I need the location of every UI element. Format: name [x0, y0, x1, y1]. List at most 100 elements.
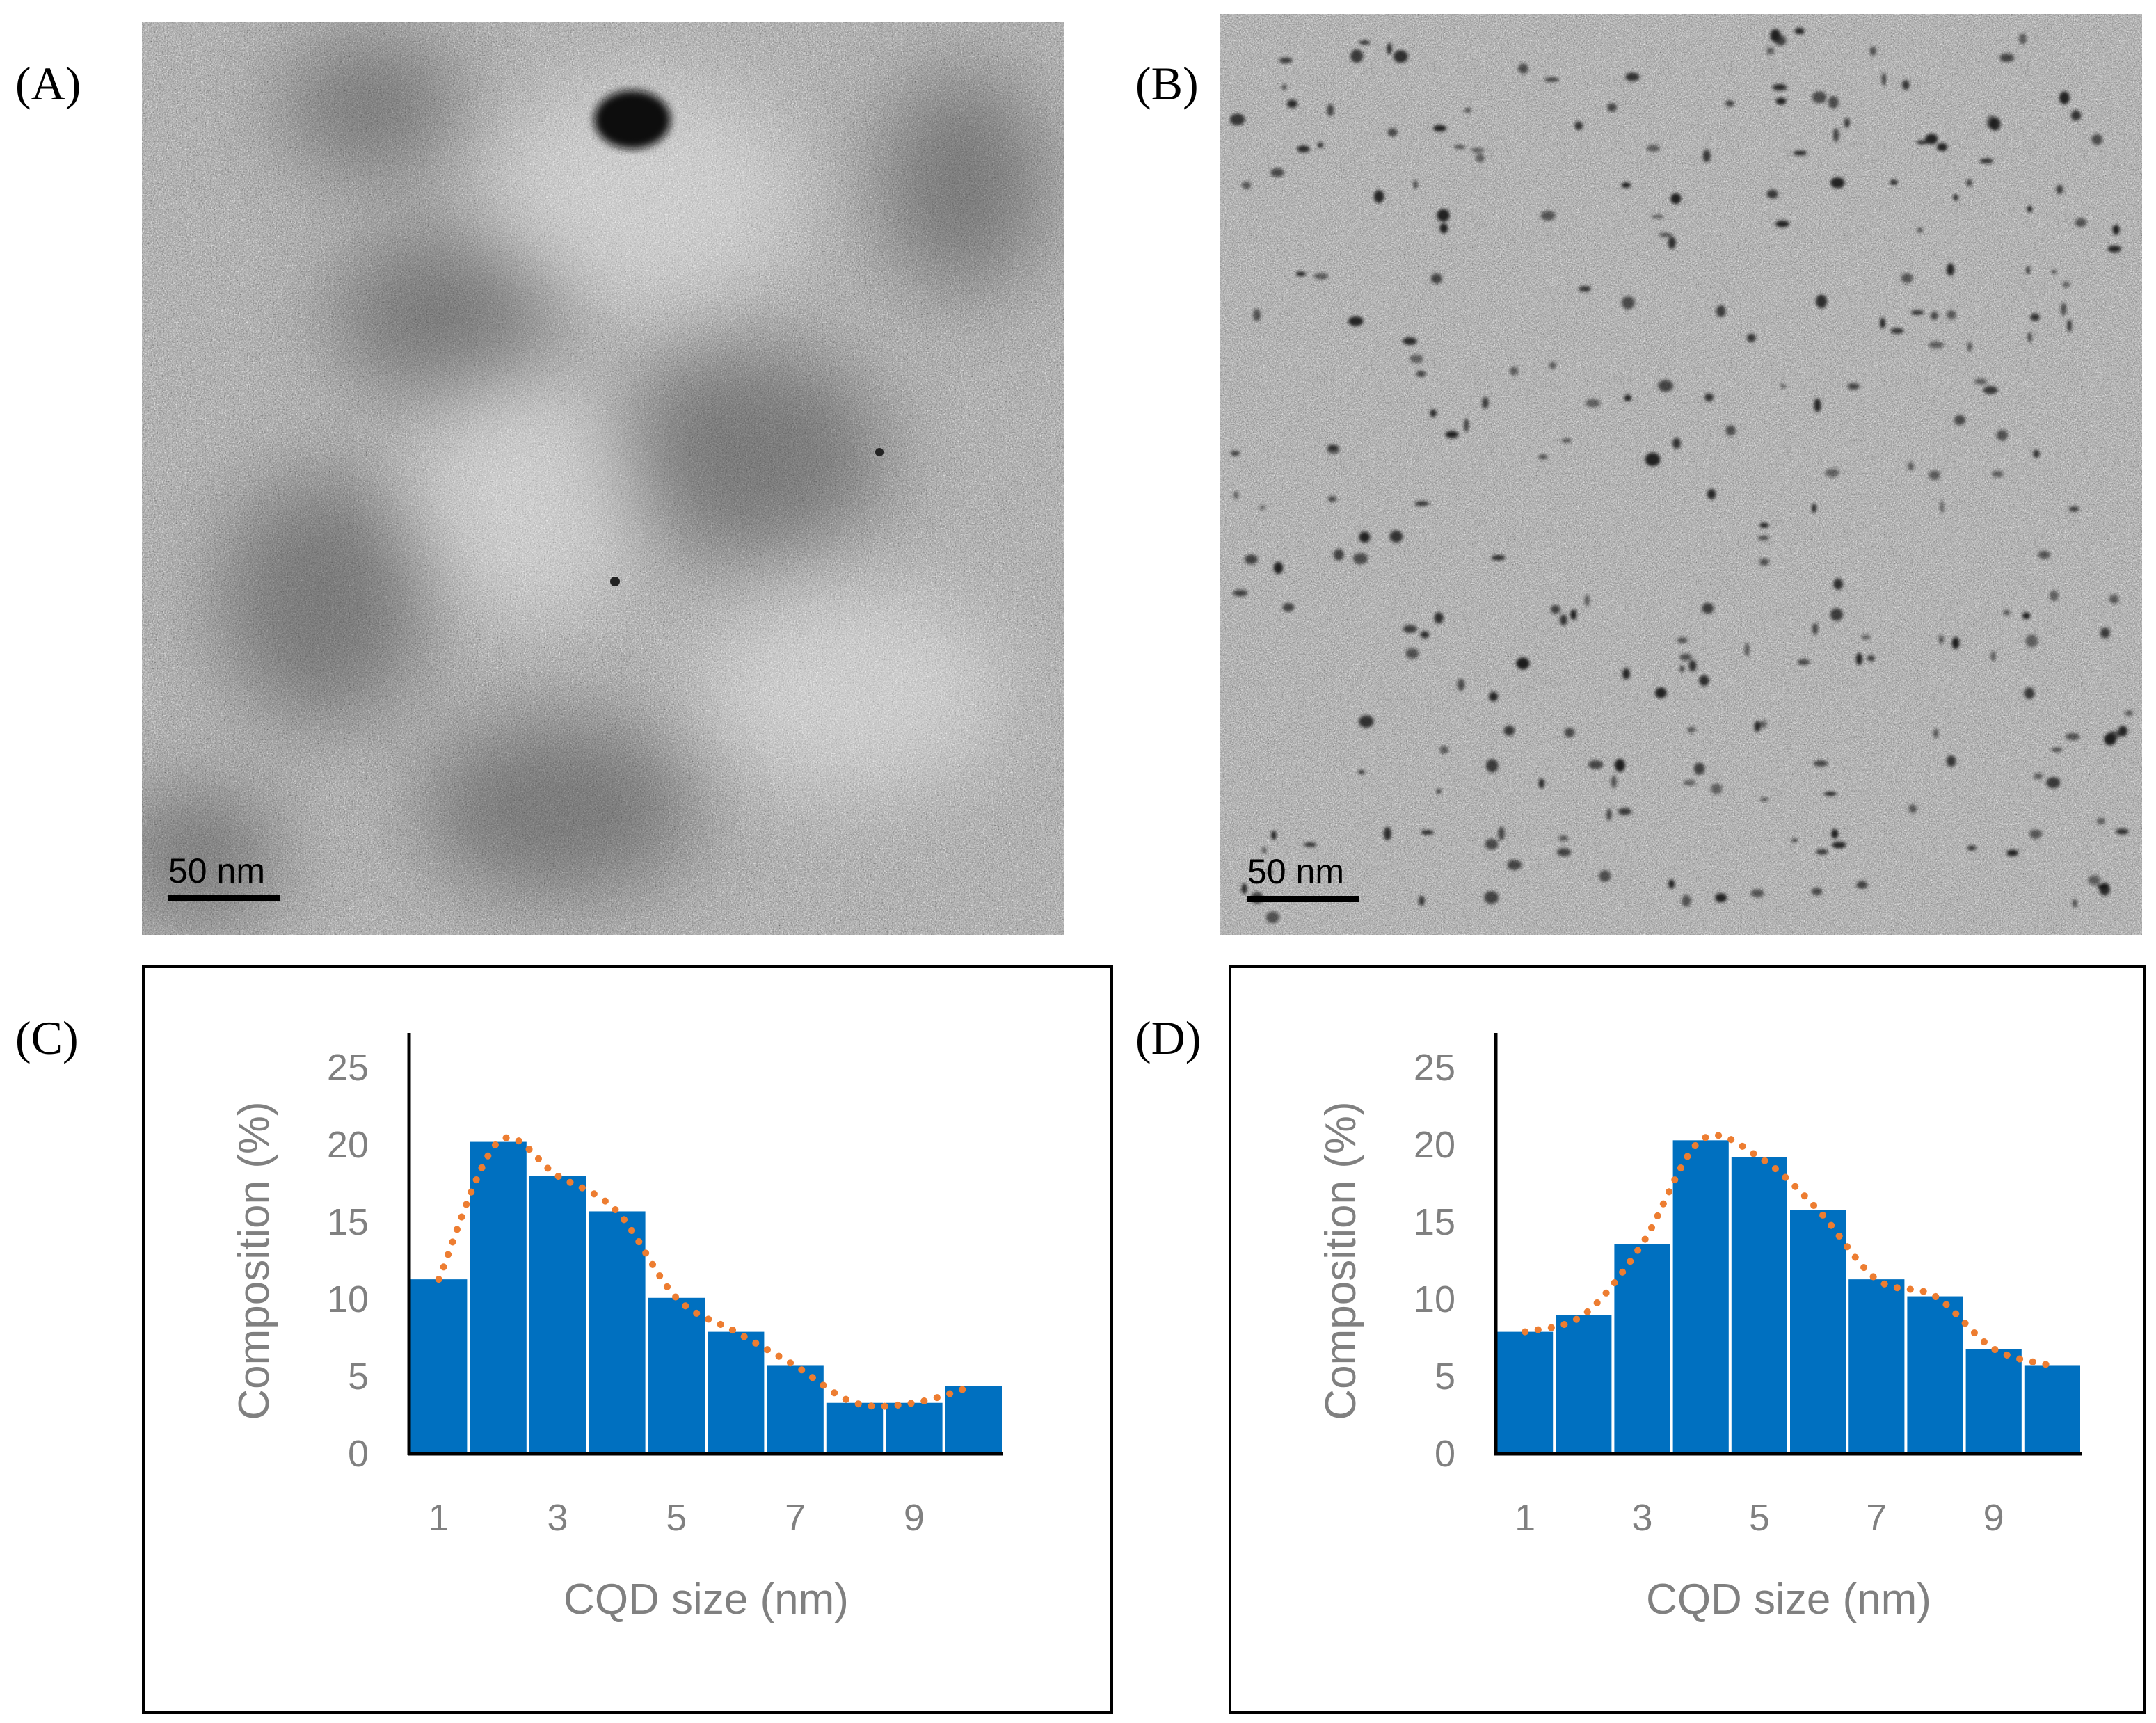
nanoparticle-dot — [1430, 273, 1442, 284]
chart-d-y-tick-label: 10 — [1414, 1279, 1455, 1320]
chart-d-x-tick-label: 5 — [1749, 1497, 1770, 1539]
nanoparticle-dot — [1938, 635, 1944, 644]
nanoparticle-dot — [1297, 145, 1310, 153]
tem-image-b: 50 nm — [1220, 14, 2142, 935]
nanoparticle-dot — [1645, 452, 1661, 467]
nanoparticle-dot — [1327, 104, 1334, 117]
nanoparticle-dot — [1999, 53, 2015, 63]
panel-label-b: (B) — [1135, 57, 1199, 110]
chart-c-bar-10 — [945, 1386, 1002, 1454]
panel-label-d: (D) — [1135, 1011, 1201, 1064]
nanoparticle-dot — [1420, 631, 1430, 639]
nanoparticle-dot — [2051, 269, 2057, 274]
nanoparticle-dot — [1831, 828, 1839, 839]
nanoparticle-dot — [1574, 121, 1583, 131]
chart-c: 0 5 10 15 20 25 1 3 5 7 9 CQD size (nm) Composition … — [230, 1033, 1003, 1624]
nanoparticle-dot — [1830, 608, 1843, 621]
chart-d-y-axis-title: Composition (%) — [1317, 1101, 1365, 1420]
nanoparticle-dot — [1754, 721, 1761, 732]
nanoparticle-dot — [1861, 635, 1871, 640]
nanoparticle-dot — [1791, 838, 1798, 843]
nanoparticle-dot — [1562, 438, 1572, 444]
nanoparticle-dot — [2097, 884, 2109, 890]
nanoparticle-dot — [1265, 911, 1279, 924]
nanoparticle-dot — [2018, 33, 2027, 45]
nanoparticle-dot — [1951, 636, 1960, 649]
nanoparticle-dot — [1902, 80, 1910, 90]
nanoparticle-dot — [1439, 223, 1448, 234]
nanoparticle-dot — [2070, 110, 2082, 121]
nanoparticle-dot — [1453, 145, 1466, 150]
nanoparticle-dot — [1967, 342, 1972, 352]
nanoparticle-dot — [1775, 220, 1789, 227]
nanoparticle-dot — [2029, 829, 2042, 839]
nanoparticle-dot — [1484, 891, 1499, 904]
chart-c-bar-3 — [529, 1176, 586, 1454]
nanoparticle-dot — [1282, 603, 1295, 612]
nanoparticle-dot — [1983, 386, 1998, 394]
nanoparticle-dot — [1410, 354, 1423, 364]
nanoparticle-dot — [1564, 728, 1575, 738]
nanoparticle-dot — [1281, 84, 1287, 90]
nanoparticle-dot — [1606, 808, 1612, 821]
nanoparticle-dot — [1317, 142, 1323, 148]
nanoparticle-dot — [1538, 778, 1545, 789]
nanoparticle-dot — [1389, 530, 1403, 543]
chart-c-frame: 0 5 10 15 20 25 1 3 5 7 9 CQD size (nm) Composition … — [142, 965, 1113, 1714]
nanoparticle-dot — [1929, 341, 1944, 348]
nanoparticle-dot — [1947, 310, 1956, 319]
nanoparticle-dot — [1242, 182, 1252, 189]
nanoparticle-dot — [1430, 409, 1437, 417]
nanoparticle-dot — [1946, 755, 1956, 767]
chart-d-y-tick-label: 25 — [1414, 1047, 1455, 1089]
nanoparticle-dot — [1413, 180, 1418, 189]
nanoparticle-dot — [1359, 715, 1374, 728]
nanoparticle-dot — [1313, 273, 1329, 280]
nanoparticle-dot — [1261, 847, 1267, 854]
nanoparticle-dot — [1811, 888, 1823, 896]
nanoparticle-dot — [1387, 128, 1398, 137]
nanoparticle-dot — [2100, 627, 2110, 639]
chart-d-bar-7 — [1848, 1279, 1905, 1454]
nanoparticle-dot — [2116, 828, 2129, 835]
nanoparticle-dot — [1833, 578, 1843, 590]
nanoparticle-dot — [1286, 99, 1297, 109]
nanoparticle-dot — [1253, 309, 1261, 321]
nanoparticle-dot — [1232, 589, 1248, 597]
nanoparticle-dot — [1327, 444, 1339, 449]
nanoparticle-dot — [1618, 808, 1632, 815]
nanoparticle-dot — [1816, 294, 1828, 309]
nanoparticle-dot — [1916, 140, 1929, 145]
nanoparticle-dot — [1699, 675, 1709, 687]
nanoparticle-dot — [1419, 895, 1425, 906]
nanoparticle-dot — [1359, 40, 1371, 45]
nanoparticle-dot — [1880, 317, 1885, 329]
nanoparticle-dot — [1485, 838, 1499, 850]
nanoparticle-dot — [2022, 612, 2031, 620]
nanoparticle-dot — [1989, 117, 2001, 131]
nanoparticle-dot — [2049, 590, 2059, 602]
nanoparticle-dot — [1688, 659, 1697, 672]
nanoparticle-dot — [1750, 889, 1764, 898]
nanoparticle-dot — [1867, 655, 1876, 662]
nanoparticle-dot — [1516, 657, 1530, 670]
chart-d-y-tick-label: 15 — [1414, 1201, 1455, 1243]
nanoparticle-dot — [1421, 830, 1434, 835]
nanoparticle-dot — [1295, 271, 1306, 277]
nanoparticle-dot — [1687, 727, 1696, 733]
tem-image-a: 50 nm — [142, 22, 1064, 935]
nanoparticle-dot — [1599, 870, 1611, 882]
nanoparticle-dot — [1759, 522, 1769, 528]
nanoparticle-dot — [1936, 143, 1948, 152]
nanoparticle-dot — [1475, 153, 1485, 163]
nanoparticle-dot — [1907, 462, 1915, 471]
nanoparticle-dot — [2051, 747, 2063, 752]
chart-c-bar-1 — [410, 1279, 468, 1454]
nanoparticle-dot — [1471, 147, 1484, 152]
nanoparticle-dot — [2025, 266, 2031, 275]
nanoparticle-dot — [1716, 305, 1726, 318]
panel-label-a: (A) — [15, 57, 81, 110]
chart-d-bar-10 — [2024, 1365, 2080, 1454]
nanoparticle-dot — [1793, 150, 1807, 156]
chart-c-y-axis-title: Composition (%) — [230, 1101, 278, 1420]
